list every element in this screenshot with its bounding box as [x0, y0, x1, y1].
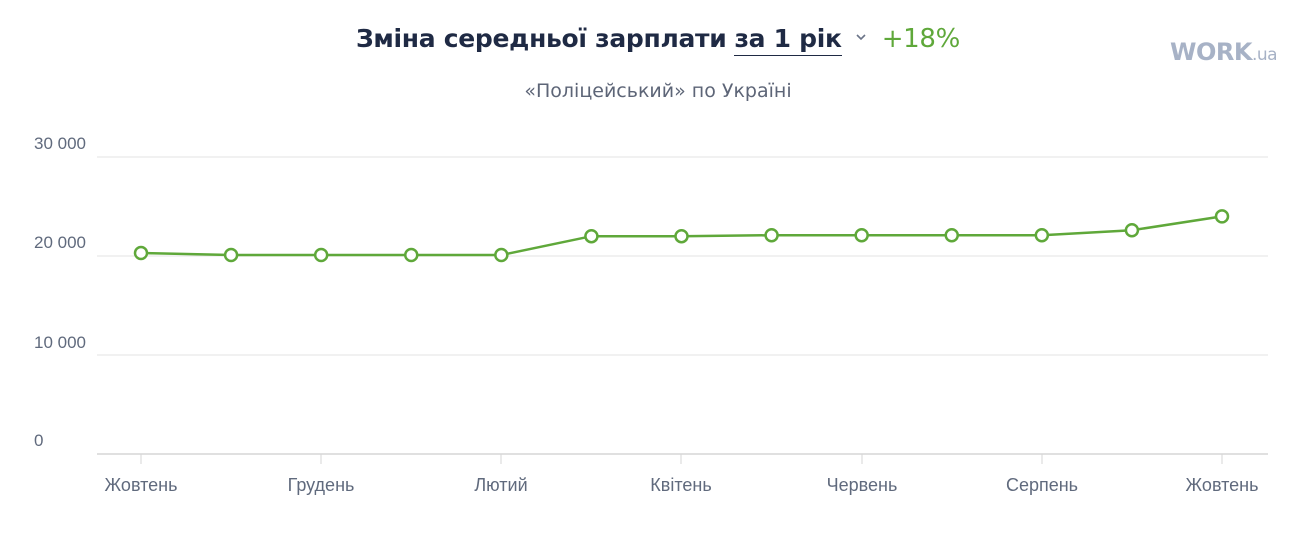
chart-subtitle: «Поліцейський» по Україні: [524, 80, 792, 102]
logo-suffix: .ua: [1251, 45, 1278, 65]
salary-series: [133, 209, 1230, 263]
data-point-marker[interactable]: [674, 228, 689, 244]
x-tick-label: Квітень: [650, 475, 712, 495]
data-point-marker[interactable]: [223, 247, 239, 263]
title-row: Зміна середньої зарплати за 1 рік +18%: [356, 24, 960, 56]
x-tick-label: Грудень: [287, 475, 355, 495]
period-selector[interactable]: за 1 рік: [734, 24, 842, 56]
data-point-marker[interactable]: [944, 227, 959, 243]
y-tick-label: 10 000: [34, 333, 86, 352]
data-point-marker[interactable]: [584, 228, 599, 244]
data-point-marker[interactable]: [1034, 227, 1050, 243]
data-point-marker[interactable]: [494, 247, 509, 263]
x-tick-label: Серпень: [1005, 475, 1079, 495]
data-point-marker[interactable]: [404, 247, 419, 263]
data-point-marker[interactable]: [1214, 209, 1230, 224]
chart-title: Зміна середньої зарплати: [355, 24, 727, 53]
work-ua-logo: WORK.ua: [1170, 38, 1278, 66]
data-point-marker[interactable]: [133, 245, 149, 261]
y-tick-label: 20 000: [34, 233, 86, 252]
data-point-marker[interactable]: [764, 227, 779, 243]
y-tick-label: 30 000: [34, 134, 86, 153]
data-point-marker[interactable]: [854, 227, 869, 243]
chevron-down-icon[interactable]: [854, 21, 868, 41]
x-tick-label: Жовтень: [104, 475, 178, 495]
x-tick-label: Червень: [826, 475, 898, 495]
x-tick-label: Лютий: [474, 475, 528, 495]
x-tick-label: Жовтень: [1185, 475, 1259, 495]
y-tick-label: 0: [34, 431, 44, 450]
x-axis-ticks: [140, 454, 1223, 464]
logo-main: WORK: [1170, 38, 1252, 66]
data-point-marker[interactable]: [1124, 223, 1140, 238]
grid-lines: [97, 156, 1268, 455]
data-point-marker[interactable]: [313, 247, 329, 263]
chart-header: Зміна середньої зарплати за 1 рік +18%: [0, 24, 1316, 56]
change-percent: +18%: [881, 24, 961, 54]
